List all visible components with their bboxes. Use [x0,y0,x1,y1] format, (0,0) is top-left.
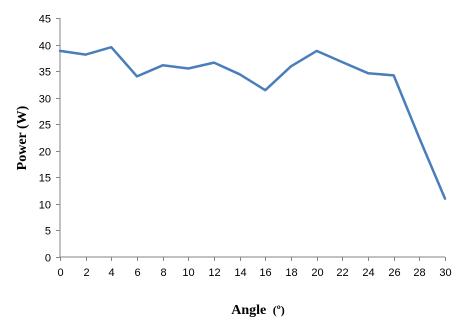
x-tick-label: 0 [57,267,63,279]
x-tick-label: 10 [182,267,194,279]
y-tick-label: 40 [39,41,51,53]
x-tick-label: 2 [83,267,89,279]
x-axis-title-unit: (º) [273,303,285,317]
x-tick-label: 24 [362,267,374,279]
x-tick-label: 28 [413,267,425,279]
x-tick-label: 14 [234,267,246,279]
x-tick-label: 16 [259,267,271,279]
x-tick-label: 20 [311,267,323,279]
y-axis-title: Power (W) [15,105,30,170]
x-tick-label: 4 [108,267,114,279]
y-tick-label: 25 [39,120,51,132]
x-tick-label: 8 [160,267,166,279]
y-tick-label: 0 [45,253,51,265]
x-tick-label: 6 [134,267,140,279]
x-tick-label: 22 [336,267,348,279]
series-line-0 [58,45,447,200]
y-tick-label: 20 [39,147,51,159]
y-tick-label: 15 [39,173,51,185]
x-axis-title-text: Angle [231,303,266,318]
x-tick-label: 26 [388,267,400,279]
x-tick-label: 18 [285,267,297,279]
x-axis-title: Angle (º) [231,303,284,318]
y-tick-label: 35 [39,67,51,79]
y-tick-label: 45 [39,14,51,26]
x-tick-label: 30 [439,267,451,279]
y-tick-label: 5 [45,226,51,238]
y-tick-label: 10 [39,200,51,212]
x-tick-label: 12 [208,267,220,279]
y-tick-label: 30 [39,94,51,106]
